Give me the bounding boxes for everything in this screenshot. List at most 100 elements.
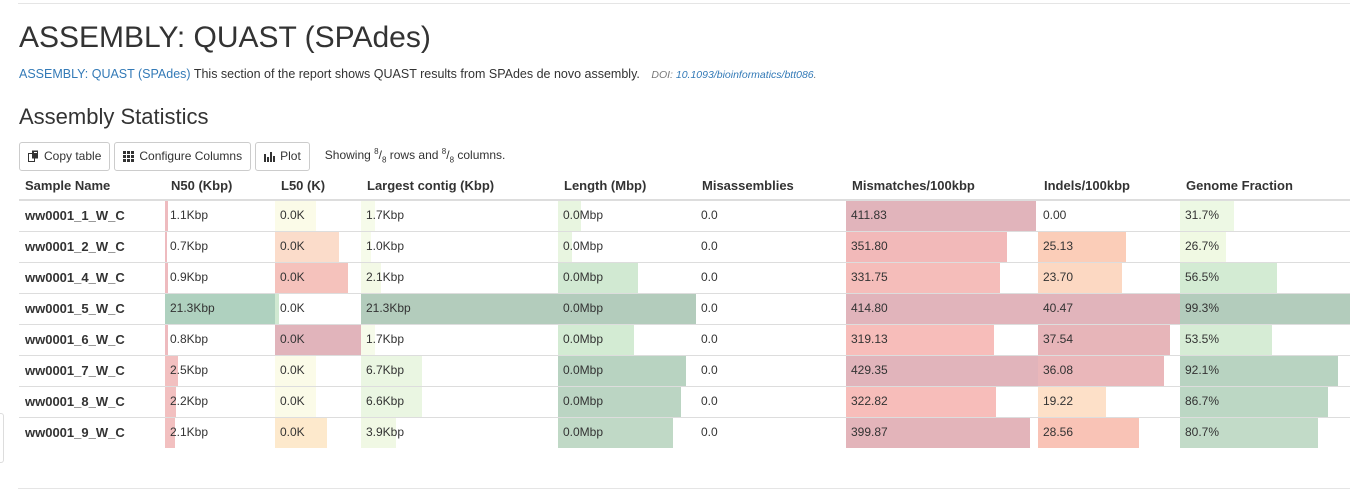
largest-contig-cell: 2.1Kbp [361, 261, 558, 293]
length-bar [558, 355, 687, 386]
indels-cell: 25.13 [1038, 230, 1180, 262]
misassemblies-cell: 0.0 [696, 385, 846, 417]
l50-cell: 0.0K [275, 385, 361, 417]
largest-contig-cell: 6.7Kbp [361, 354, 558, 386]
l50-bar [275, 231, 339, 262]
length-cell: 0.0Mbp [558, 323, 696, 355]
n50-value: 0.9Kbp [170, 270, 209, 284]
mismatches-bar [846, 293, 1038, 324]
mismatches-cell: 429.35 [846, 354, 1038, 386]
copy-table-button[interactable]: Copy table [19, 141, 111, 171]
sample-name-cell: ww0001_4_W_C [19, 261, 165, 293]
largest-contig-cell: 3.9Kbp [361, 416, 558, 448]
l50-cell: 0.0K [275, 416, 361, 448]
indels-cell: 40.47 [1038, 292, 1180, 324]
n50-cell: 0.8Kbp [165, 323, 275, 355]
genome-fraction-bar [1180, 262, 1277, 293]
genome-fraction-bar [1180, 293, 1350, 324]
misassemblies-value: 0.0 [701, 425, 718, 440]
n50-value: 0.7Kbp [170, 239, 209, 253]
mismatches-cell: 319.13 [846, 323, 1038, 355]
length-bar [558, 201, 582, 231]
l50-cell: 0.0K [275, 323, 361, 355]
configure-columns-button[interactable]: Configure Columns [114, 141, 252, 171]
rows-shown: 8 [374, 147, 379, 157]
plot-button[interactable]: Plot [255, 141, 310, 171]
doi-link[interactable]: 10.1093/bioinformatics/btt086 [675, 69, 814, 81]
largest-contig-bar [361, 417, 397, 448]
col-header-mismatches[interactable]: Mismatches/100kbp [846, 172, 1038, 201]
largest-contig-bar [361, 262, 381, 293]
n50-cell: 2.1Kbp [165, 416, 275, 448]
misassemblies-cell: 0.0 [696, 230, 846, 262]
misassemblies-cell: 0.0 [696, 261, 846, 293]
largest-contig-bar [361, 324, 375, 355]
length-cell: 0.0Mbp [558, 416, 696, 448]
n50-cell: 0.7Kbp [165, 230, 275, 262]
n50-cell: 0.9Kbp [165, 261, 275, 293]
col-header-indels[interactable]: Indels/100kbp [1038, 172, 1180, 201]
table-row: ww0001_5_W_C 21.3Kbp 0.0K 21.3Kbp 0.0Mbp 0.0 4… [19, 292, 1350, 324]
length-value: 0.0Mbp [563, 208, 604, 223]
l50-bar [275, 201, 317, 231]
n50-cell: 2.5Kbp [165, 354, 275, 386]
col-header-length[interactable]: Length (Mbp) [558, 172, 696, 201]
genome-fraction-bar [1180, 386, 1328, 417]
l50-cell: 0.0K [275, 292, 361, 324]
genome-fraction-bar [1180, 417, 1318, 448]
genome-fraction-cell: 53.5% [1180, 323, 1350, 355]
sample-name-cell: ww0001_2_W_C [19, 230, 165, 262]
l50-bar [275, 293, 280, 324]
misassemblies-value: 0.0 [701, 208, 718, 223]
misassemblies-cell: 0.0 [696, 200, 846, 231]
genome-fraction-bar [1180, 231, 1226, 262]
largest-contig-bar [361, 386, 423, 417]
indels-cell: 36.08 [1038, 354, 1180, 386]
length-bar [558, 293, 696, 324]
n50-value: 0.8Kbp [170, 332, 209, 346]
showing-text: Showing 8/8 rows and 8/8 columns. [324, 147, 506, 165]
largest-contig-cell: 1.0Kbp [361, 230, 558, 262]
largest-contig-bar [361, 201, 375, 231]
length-cell: 0.0Mbp [558, 292, 696, 324]
mismatches-bar [846, 355, 1038, 386]
genome-fraction-cell: 99.3% [1180, 292, 1350, 324]
indels-cell: 19.22 [1038, 385, 1180, 417]
genome-fraction-cell: 56.5% [1180, 261, 1350, 293]
doi: DOI: 10.1093/bioinformatics/btt086. [651, 69, 816, 81]
length-cell: 0.0Mbp [558, 230, 696, 262]
cols-shown: 8 [441, 147, 447, 157]
indels-value: 28.56 [1043, 425, 1074, 440]
col-header-l50[interactable]: L50 (K) [275, 172, 361, 201]
length-bar [558, 386, 681, 417]
l50-cell: 0.0K [275, 354, 361, 386]
indels-value: 36.08 [1043, 363, 1074, 377]
n50-bar [165, 386, 176, 417]
indels-cell: 0.00 [1038, 200, 1180, 231]
length-value: 0.0Mbp [563, 425, 604, 440]
length-bar [558, 262, 639, 293]
sample-name-cell: ww0001_6_W_C [19, 323, 165, 355]
largest-contig-value: 2.1Kbp [366, 270, 405, 284]
largest-contig-bar [361, 231, 371, 262]
indels-value: 19.22 [1043, 394, 1074, 408]
table-toolbar: Copy table Configure Columns Plot Showin… [19, 141, 505, 171]
col-header-largest-contig[interactable]: Largest contig (Kbp) [361, 172, 558, 201]
genome-fraction-value: 92.1% [1185, 363, 1220, 377]
col-header-sample-name[interactable]: Sample Name [19, 172, 165, 201]
l50-value: 0.0K [280, 425, 305, 440]
mismatches-value: 399.87 [851, 425, 888, 440]
side-panel-tab[interactable] [0, 413, 4, 463]
l50-bar [275, 262, 349, 293]
mismatches-value: 351.80 [851, 239, 888, 253]
col-header-misassemblies[interactable]: Misassemblies [696, 172, 846, 201]
section-link[interactable]: ASSEMBLY: QUAST (SPAdes) [19, 67, 191, 81]
col-header-n50[interactable]: N50 (Kbp) [165, 172, 275, 201]
col-header-genome-fraction[interactable]: Genome Fraction [1180, 172, 1350, 201]
genome-fraction-cell: 92.1% [1180, 354, 1350, 386]
indels-bar [1038, 262, 1122, 293]
sample-name-cell: ww0001_1_W_C [25, 208, 125, 224]
length-cell: 0.0Mbp [558, 354, 696, 386]
genome-fraction-value: 26.7% [1185, 239, 1220, 253]
mismatches-bar [846, 201, 1037, 231]
